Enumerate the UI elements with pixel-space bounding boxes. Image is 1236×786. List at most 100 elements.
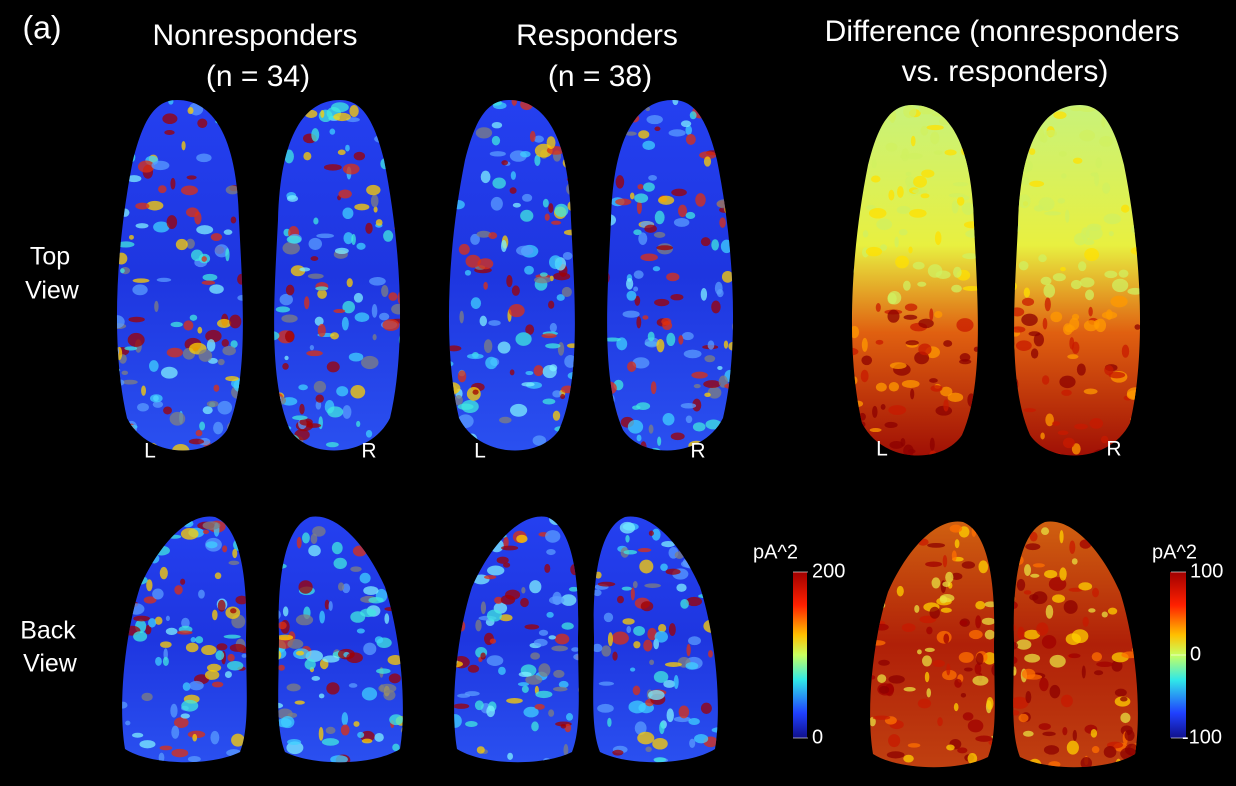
texture-spot [185,207,199,218]
texture-spot [1065,633,1081,645]
texture-spot [673,217,690,227]
texture-spot [1021,313,1038,326]
texture-spot [876,218,893,231]
texture-spot [116,241,135,248]
texture-spot [1014,106,1018,117]
texture-spot [616,595,624,604]
texture-spot [382,574,398,582]
texture-spot [685,553,696,564]
texture-spot [1014,138,1018,151]
texture-spot [1059,567,1067,581]
texture-spot [546,548,556,556]
texture-spot [1079,277,1095,288]
texture-spot [385,757,393,763]
texture-spot [865,204,876,210]
texture-spot [920,193,930,199]
texture-spot [143,596,157,604]
texture-spot [703,380,721,389]
texture-spot [723,340,729,349]
texture-spot [341,316,349,331]
texture-spot [548,300,555,309]
texture-spot [338,189,352,199]
texture-spot [607,717,612,728]
texture-spot [135,223,149,229]
texture-spot [598,681,615,686]
texture-spot [947,392,964,403]
texture-spot [1023,287,1030,298]
texture-spot [560,723,567,729]
texture-spot [549,322,557,333]
texture-spot [649,659,655,666]
texture-spot [281,314,298,323]
texture-spot [1069,540,1076,554]
texture-spot [975,735,993,742]
texture-spot [607,213,617,227]
texture-spot [295,614,314,626]
texture-spot [171,725,180,739]
texture-spot [1103,213,1122,225]
texture-spot [895,255,909,269]
texture-spot [202,529,210,534]
texture-spot [1093,319,1100,329]
texture-spot [117,199,123,207]
texture-spot [242,400,243,413]
texture-spot [227,420,243,434]
texture-spot [353,151,366,161]
texture-spot [210,730,220,745]
texture-spot [1059,375,1076,389]
texture-spot [1063,600,1078,614]
texture-spot [150,100,158,106]
texture-spot [182,519,194,528]
texture-spot [148,360,159,372]
texture-spot [216,643,228,651]
texture-spot [702,536,710,545]
texture-spot [700,237,711,247]
brain-map [454,516,579,763]
texture-spot [386,159,391,172]
texture-spot [235,754,246,760]
texture-spot [926,688,932,698]
texture-spot [163,406,172,415]
texture-spot [948,193,966,198]
texture-spot [359,572,371,584]
texture-spot [137,160,155,173]
texture-spot [663,680,676,688]
texture-spot [246,516,247,527]
texture-spot [901,379,920,388]
texture-spot [1088,306,1093,317]
texture-spot [1024,564,1032,576]
texture-spot [914,605,920,613]
texture-spot [333,112,351,122]
texture-spot [619,521,636,534]
texture-spot [721,141,726,151]
texture-spot [666,708,674,723]
texture-spot [534,154,541,167]
texture-spot [128,516,137,523]
texture-spot [116,346,120,357]
texture-spot [458,752,468,763]
texture-spot [389,134,394,148]
texture-spot [388,292,398,301]
brain-map [851,105,978,456]
texture-spot [318,693,325,699]
texture-spot [907,449,916,454]
texture-spot [505,589,521,600]
texture-spot [517,682,530,687]
texture-spot [643,639,653,652]
texture-spot [120,433,126,441]
texture-spot [187,755,201,763]
texture-spot [146,579,153,592]
texture-spot [648,689,665,701]
texture-spot [621,586,632,591]
texture-spot [951,284,962,293]
texture-spot [1016,120,1034,131]
texture-spot [331,541,343,555]
texture-spot [1068,653,1081,659]
texture-spot [389,561,403,573]
texture-spot [870,556,876,569]
texture-spot [851,347,859,356]
texture-spot [918,318,934,329]
texture-spot [282,437,301,450]
texture-spot [640,441,647,451]
texture-spot [567,111,575,122]
